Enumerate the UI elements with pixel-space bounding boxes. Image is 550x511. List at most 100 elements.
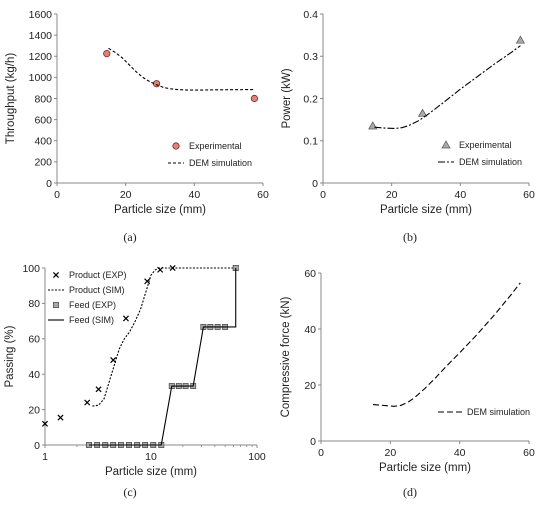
legend-item: DEM simulation — [168, 158, 252, 168]
legend-item: DEM simulation — [438, 157, 522, 167]
legend: Experimental DEM simulation — [438, 140, 522, 167]
legend-item: Feed (SIM) — [48, 315, 114, 325]
legend-item: Experimental — [172, 141, 242, 151]
y-tick-label: 80 — [28, 298, 40, 310]
y-tick-label: 800 — [34, 93, 52, 105]
series-experimental — [368, 35, 526, 130]
x-tick-label: 40 — [188, 189, 200, 201]
y-tick-label: 100 — [22, 263, 40, 275]
y-tick-label: 1000 — [29, 72, 53, 84]
y-tick-label: 20 — [304, 380, 316, 392]
data-point — [152, 80, 161, 88]
x-tick-label: 0 — [318, 447, 324, 459]
x-tick-label: 20 — [386, 189, 398, 201]
legend-label: Feed (EXP) — [69, 300, 116, 310]
x-axis-label: Particle size (mm) — [380, 204, 472, 216]
series-feed-sim — [88, 268, 237, 446]
y-tick-label: 40 — [28, 369, 40, 381]
panel-caption: (a) — [123, 230, 136, 244]
x-axis-label: Particle size (mm) — [105, 466, 197, 478]
y-tick-label: 40 — [304, 324, 316, 336]
series-product-sim — [92, 267, 236, 407]
data-point — [144, 278, 151, 285]
y-tick-label: 1200 — [29, 51, 53, 63]
x-tick-label: 10 — [145, 451, 157, 463]
series-dem-simulation — [108, 47, 255, 91]
y-tick-label: 0.1 — [303, 136, 318, 148]
legend: Experimental DEM simulation — [168, 141, 252, 168]
x-tick-label: 40 — [454, 189, 466, 201]
data-point — [95, 386, 102, 393]
chart-panel-c: 1 10 100 0 20 40 60 80 100 Particle size (mm) Pass… — [4, 263, 266, 499]
legend-label: Product (EXP) — [69, 270, 127, 280]
y-axis-label: Throughput (kg/h) — [5, 53, 17, 145]
chart-panel-a: 0 20 40 6002004006008001000120014001600Part… — [5, 9, 269, 244]
legend-label: Feed (SIM) — [69, 315, 114, 325]
series-line — [92, 267, 236, 407]
legend-label: DEM simulation — [459, 157, 522, 167]
y-axis-label: Passing (%) — [4, 325, 16, 387]
series-line — [374, 45, 521, 130]
legend-label: DEM simulation — [189, 158, 252, 168]
x-tick-label: 60 — [257, 189, 269, 201]
x-tick-label: 0 — [320, 189, 326, 201]
y-tick-label: 0.3 — [303, 51, 318, 63]
legend-swatch — [441, 140, 451, 149]
series-line — [372, 282, 521, 407]
y-tick-label: 0 — [312, 178, 318, 190]
y-tick-label: 0 — [46, 178, 52, 190]
data-point — [515, 35, 526, 44]
series-dem-simulation — [372, 282, 521, 407]
legend-label: Product (SIM) — [69, 285, 125, 295]
x-tick-label: 60 — [523, 189, 535, 201]
legend-label: Experimental — [459, 140, 512, 150]
legend: Product (EXP) Product (SIM) Feed (EXP) Feed… — [48, 270, 127, 325]
y-tick-label: 400 — [34, 136, 52, 148]
legend-label: Experimental — [189, 141, 242, 151]
y-tick-label: 0.4 — [303, 9, 318, 21]
y-tick-label: 20 — [28, 404, 40, 416]
y-axis-label: Compressive force (kN) — [280, 296, 292, 417]
y-tick-label: 60 — [304, 268, 316, 280]
legend-item: Feed (EXP) — [53, 300, 116, 310]
legend-label: DEM simulation — [467, 407, 530, 417]
legend-item: Product (SIM) — [48, 285, 125, 295]
x-tick-label: 20 — [384, 447, 396, 459]
data-point — [103, 50, 111, 58]
y-tick-label: 1400 — [29, 30, 53, 42]
data-point — [368, 121, 378, 130]
x-axis-label: Particle size (mm) — [379, 462, 471, 474]
legend-swatch — [53, 302, 59, 308]
legend: DEM simulation — [438, 407, 530, 417]
x-tick-label: 20 — [120, 189, 132, 201]
series-dem-simulation — [374, 45, 521, 130]
x-axis-label: Particle size (mm) — [114, 204, 206, 216]
y-tick-label: 0 — [34, 440, 40, 452]
series-line — [88, 268, 237, 446]
data-point — [41, 420, 49, 427]
legend-item: DEM simulation — [438, 407, 530, 417]
data-point — [57, 414, 64, 421]
data-point — [417, 108, 428, 117]
y-tick-label: 60 — [28, 334, 40, 346]
y-tick-label: 600 — [34, 114, 52, 126]
panel-caption: (c) — [123, 485, 136, 499]
y-tick-label: 0.2 — [303, 93, 318, 105]
y-tick-label: 200 — [34, 157, 52, 169]
data-point — [122, 315, 129, 322]
legend-swatch — [52, 271, 60, 279]
chart-panel-b: 0 20 40 60 0 0.1 0.2 0.3 0.4 Particle size (mm) Po… — [281, 9, 535, 244]
x-tick-label: 1 — [42, 451, 48, 463]
data-point — [250, 94, 259, 103]
series-experimental — [103, 50, 259, 103]
data-point — [84, 399, 91, 406]
x-tick-label: 0 — [54, 189, 60, 201]
legend-swatch — [172, 142, 180, 150]
y-axis-label: Power (kW) — [281, 68, 293, 128]
y-tick-label: 0 — [310, 436, 316, 448]
x-tick-label: 60 — [523, 447, 535, 459]
series-line — [108, 47, 255, 91]
x-tick-label: 40 — [454, 447, 466, 459]
legend-item: Product (EXP) — [52, 270, 127, 280]
